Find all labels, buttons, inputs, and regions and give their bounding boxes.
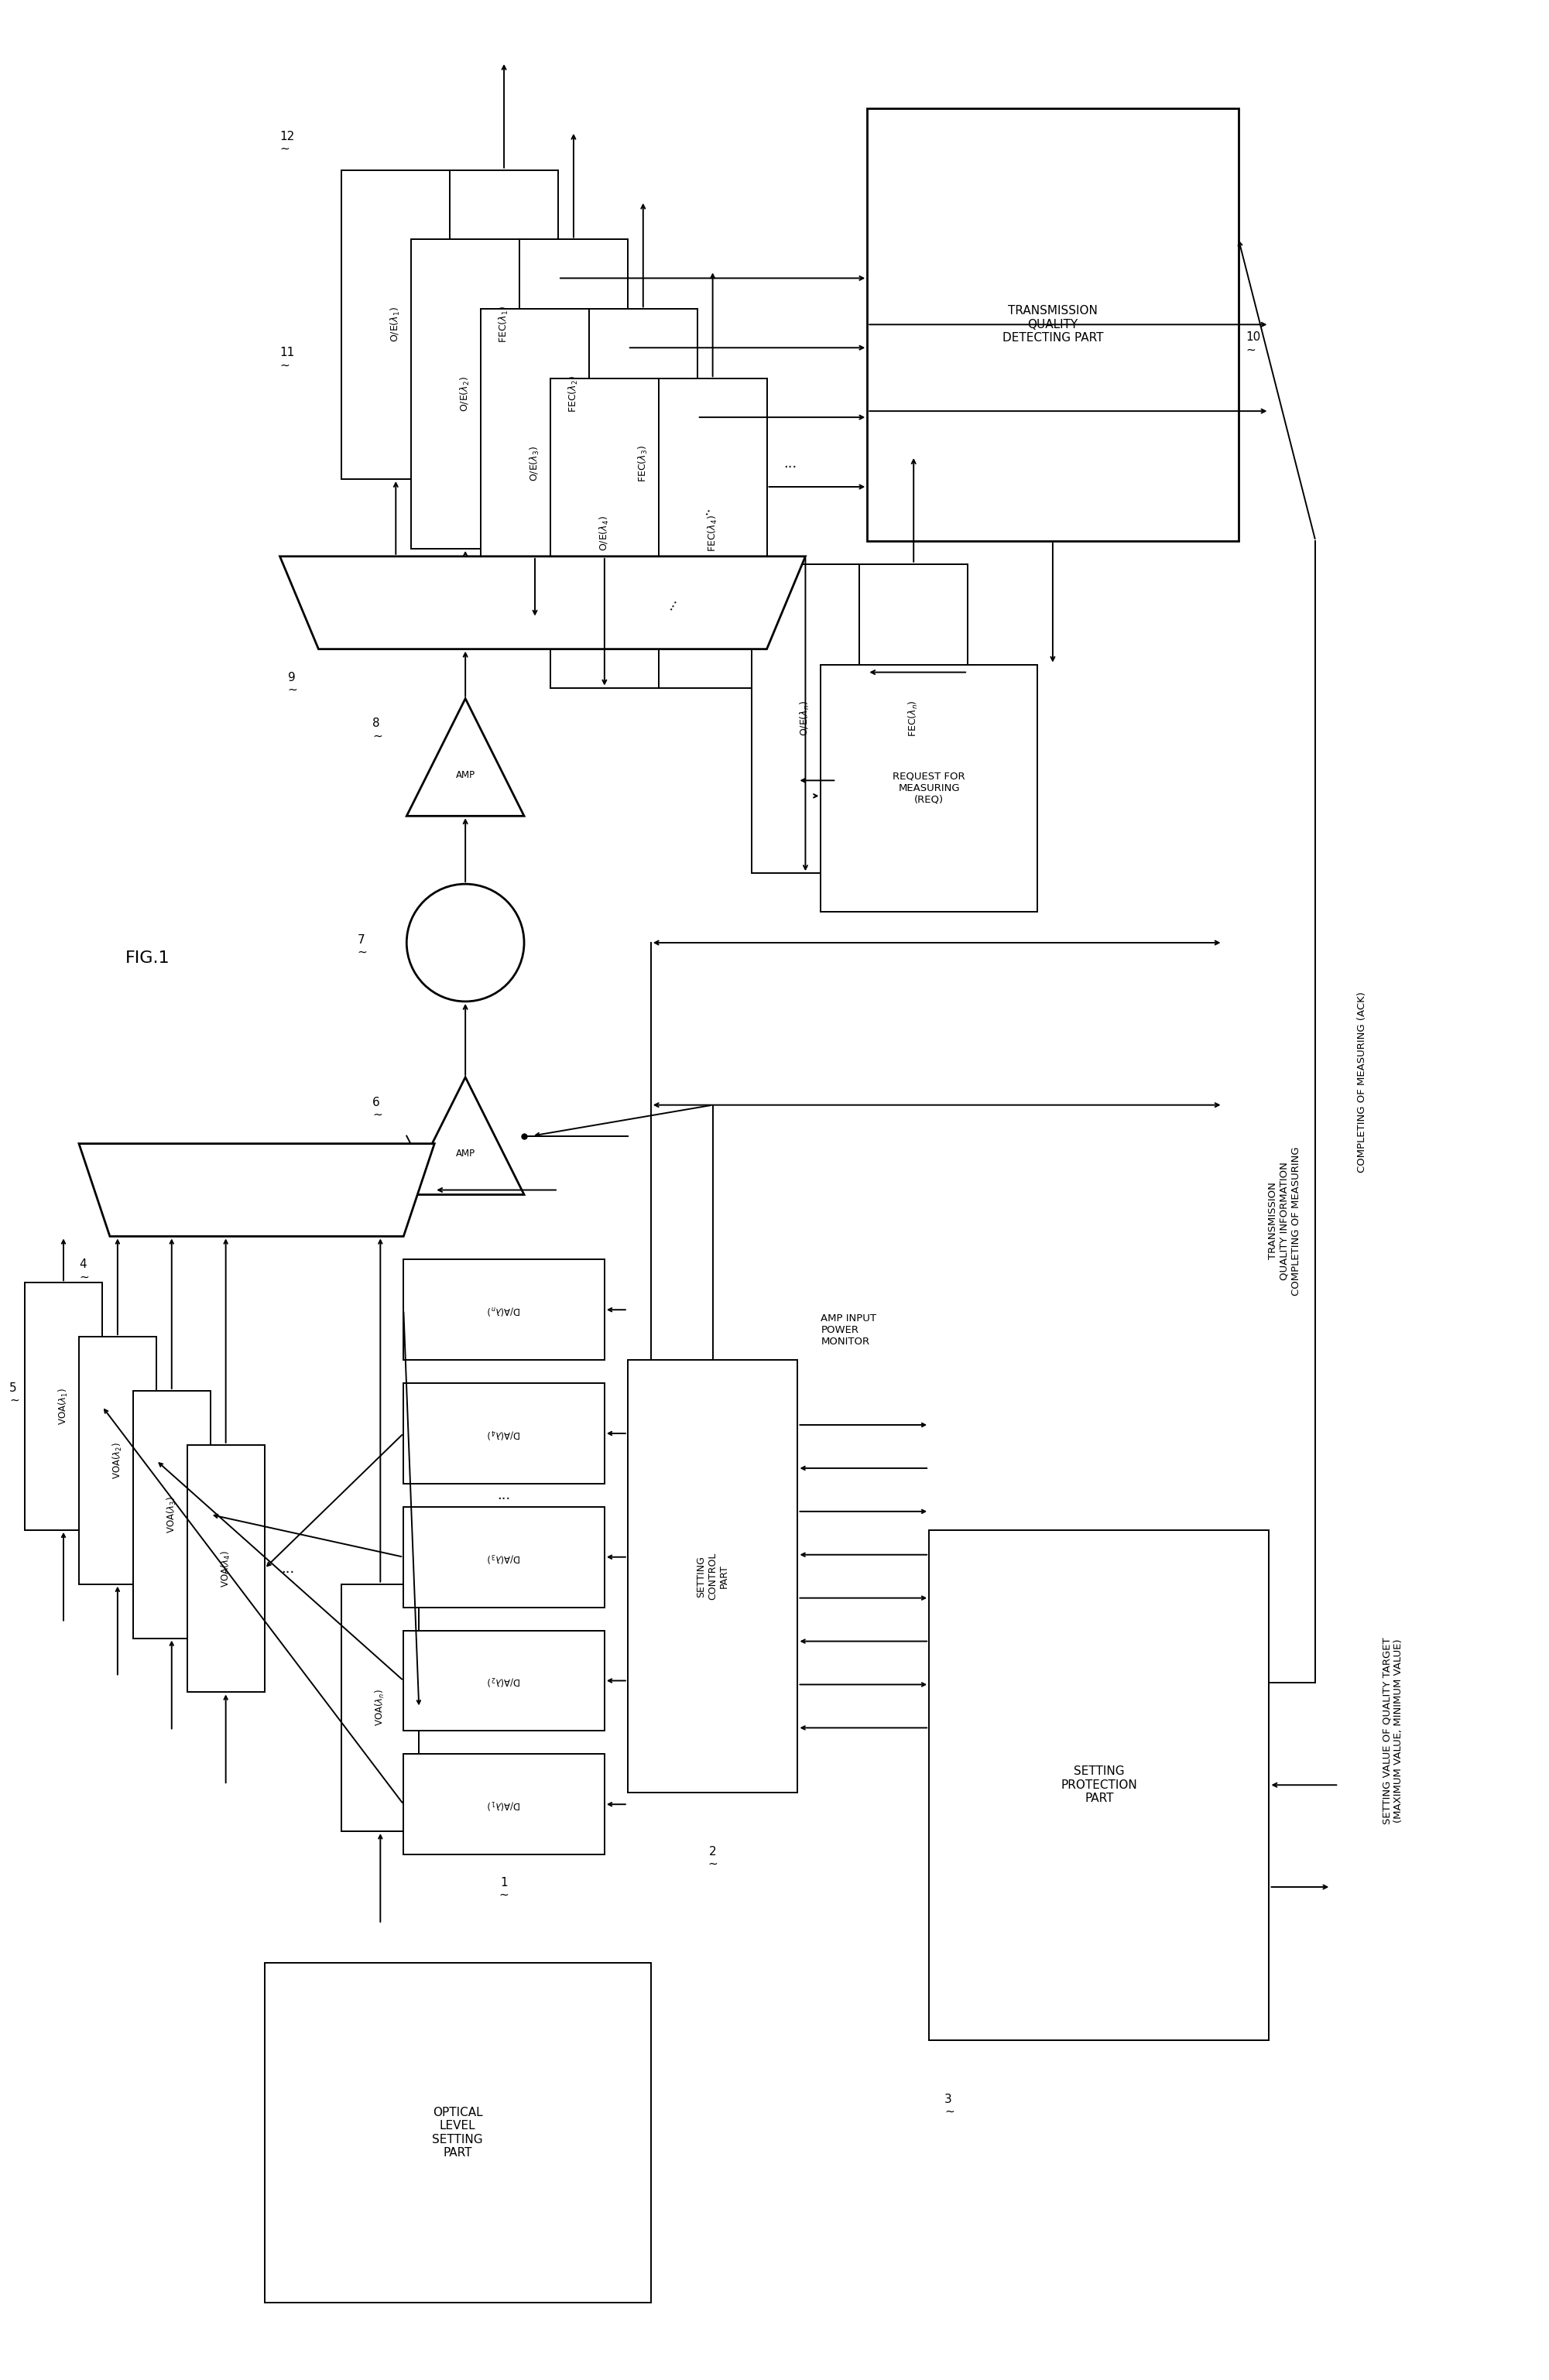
- Text: ~: ~: [280, 143, 290, 155]
- Text: D/A($\lambda_3$): D/A($\lambda_3$): [486, 1552, 520, 1564]
- Bar: [404, 1507, 604, 1606]
- Bar: [342, 169, 449, 478]
- Text: VOA($\lambda_n$): VOA($\lambda_n$): [375, 1690, 387, 1725]
- Text: FEC($\lambda_3$): FEC($\lambda_3$): [637, 445, 649, 483]
- Text: TRANSMISSION
QUALITY INFORMATION
COMPLETING OF MEASURING: TRANSMISSION QUALITY INFORMATION COMPLET…: [1269, 1147, 1301, 1295]
- Polygon shape: [79, 1145, 434, 1235]
- Text: VOA($\lambda_4$): VOA($\lambda_4$): [220, 1549, 232, 1587]
- Bar: [589, 309, 697, 619]
- Text: VOA($\lambda_1$): VOA($\lambda_1$): [57, 1388, 70, 1426]
- Text: 2: 2: [709, 1847, 716, 1859]
- Text: 4: 4: [79, 1259, 87, 1271]
- Text: AMP INPUT
POWER
MONITOR: AMP INPUT POWER MONITOR: [821, 1314, 877, 1347]
- Circle shape: [407, 883, 524, 1002]
- Text: 8: 8: [373, 719, 380, 728]
- Text: FEC($\lambda_n$): FEC($\lambda_n$): [908, 700, 920, 738]
- Text: ...: ...: [661, 593, 680, 612]
- Bar: [79, 1338, 156, 1585]
- Text: 6: 6: [373, 1097, 380, 1109]
- Bar: [821, 664, 1038, 912]
- Bar: [404, 1383, 604, 1483]
- Bar: [860, 564, 968, 873]
- Text: SETTING
CONTROL
PART: SETTING CONTROL PART: [696, 1552, 730, 1599]
- Text: ~: ~: [945, 2106, 954, 2118]
- Text: FEC($\lambda_4$): FEC($\lambda_4$): [706, 514, 719, 552]
- Text: 9: 9: [288, 671, 296, 683]
- Text: D/A($\lambda_n$): D/A($\lambda_n$): [486, 1304, 520, 1316]
- Text: ~: ~: [280, 359, 290, 371]
- Text: D/A($\lambda_4$): D/A($\lambda_4$): [486, 1428, 520, 1440]
- Text: ~: ~: [708, 1859, 717, 1871]
- Text: O/E($\lambda_1$): O/E($\lambda_1$): [389, 307, 403, 343]
- Text: COMPLETING OF MEASURING (ACK): COMPLETING OF MEASURING (ACK): [1357, 992, 1366, 1173]
- Bar: [25, 1283, 102, 1530]
- Text: 3: 3: [945, 2094, 953, 2104]
- Polygon shape: [280, 557, 805, 650]
- Text: ~: ~: [9, 1395, 19, 1407]
- Text: AMP: AMP: [455, 769, 476, 781]
- Text: FIG.1: FIG.1: [125, 950, 170, 966]
- Bar: [187, 1445, 265, 1692]
- Bar: [929, 1530, 1269, 2040]
- Text: ~: ~: [499, 1890, 510, 1902]
- Bar: [342, 1585, 418, 1830]
- Bar: [133, 1390, 211, 1637]
- Bar: [550, 378, 658, 688]
- Polygon shape: [407, 1078, 524, 1195]
- Bar: [449, 169, 558, 478]
- Text: O/E($\lambda_n$): O/E($\lambda_n$): [799, 700, 812, 735]
- Text: VOA($\lambda_2$): VOA($\lambda_2$): [112, 1442, 124, 1478]
- Bar: [627, 1359, 798, 1792]
- Text: ~: ~: [1245, 343, 1256, 355]
- Text: ~: ~: [288, 683, 297, 695]
- Bar: [658, 378, 767, 688]
- Text: ...: ...: [497, 1488, 511, 1502]
- Polygon shape: [407, 700, 524, 816]
- Text: ~: ~: [373, 731, 383, 743]
- Bar: [519, 240, 627, 550]
- Text: ..: ..: [697, 502, 713, 516]
- Text: 12: 12: [280, 131, 294, 143]
- Text: ~: ~: [79, 1271, 88, 1283]
- Text: REQUEST FOR
MEASURING
(REQ): REQUEST FOR MEASURING (REQ): [892, 771, 965, 804]
- Text: ~: ~: [373, 1109, 383, 1121]
- Text: O/E($\lambda_4$): O/E($\lambda_4$): [598, 516, 610, 550]
- Text: O/E($\lambda_3$): O/E($\lambda_3$): [528, 445, 541, 481]
- Text: 1: 1: [500, 1878, 508, 1890]
- Bar: [404, 1630, 604, 1730]
- Text: O/E($\lambda_2$): O/E($\lambda_2$): [459, 376, 471, 412]
- Bar: [751, 564, 860, 873]
- Text: SETTING
PROTECTION
PART: SETTING PROTECTION PART: [1061, 1766, 1137, 1804]
- Text: VOA($\lambda_3$): VOA($\lambda_3$): [166, 1497, 178, 1533]
- Text: FEC($\lambda_1$): FEC($\lambda_1$): [497, 307, 510, 343]
- Bar: [410, 240, 519, 550]
- Text: 7: 7: [358, 935, 364, 945]
- Text: 10: 10: [1245, 331, 1261, 343]
- Text: ...: ...: [280, 1561, 294, 1576]
- Text: OPTICAL
LEVEL
SETTING
PART: OPTICAL LEVEL SETTING PART: [432, 2106, 483, 2159]
- Text: ...: ...: [784, 457, 796, 471]
- Text: ~: ~: [358, 947, 367, 959]
- Bar: [867, 107, 1238, 540]
- Text: D/A($\lambda_2$): D/A($\lambda_2$): [486, 1676, 520, 1687]
- Text: 11: 11: [280, 347, 294, 359]
- Bar: [265, 1963, 651, 2304]
- Bar: [404, 1259, 604, 1359]
- Text: AMP: AMP: [455, 1150, 476, 1159]
- Bar: [404, 1754, 604, 1854]
- Text: TRANSMISSION
QUALITY
DETECTING PART: TRANSMISSION QUALITY DETECTING PART: [1002, 305, 1103, 343]
- Bar: [480, 309, 589, 619]
- Text: FEC($\lambda_2$): FEC($\lambda_2$): [567, 376, 579, 412]
- Text: D/A($\lambda_1$): D/A($\lambda_1$): [486, 1797, 520, 1811]
- Text: 5: 5: [9, 1383, 17, 1395]
- Text: SETTING VALUE OF QUALITY TARGET
(MAXIMUM VALUE, MINIMUM VALUE): SETTING VALUE OF QUALITY TARGET (MAXIMUM…: [1382, 1637, 1403, 1825]
